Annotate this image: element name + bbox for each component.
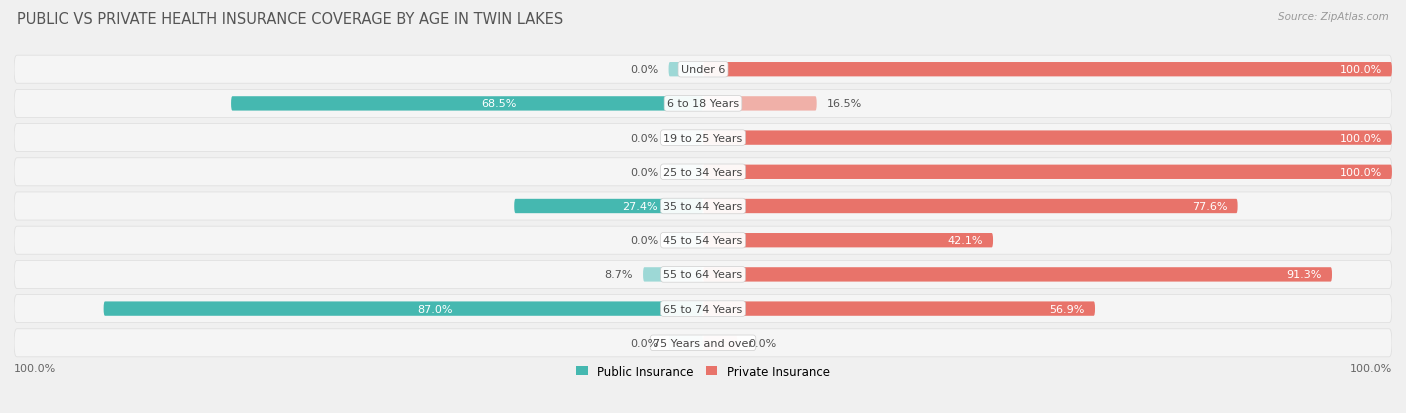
FancyBboxPatch shape xyxy=(14,124,1392,152)
FancyBboxPatch shape xyxy=(14,261,1392,289)
FancyBboxPatch shape xyxy=(703,336,738,350)
FancyBboxPatch shape xyxy=(669,165,703,180)
Text: Under 6: Under 6 xyxy=(681,65,725,75)
FancyBboxPatch shape xyxy=(703,268,1331,282)
Text: Source: ZipAtlas.com: Source: ZipAtlas.com xyxy=(1278,12,1389,22)
FancyBboxPatch shape xyxy=(703,131,1392,145)
Text: 8.7%: 8.7% xyxy=(605,270,633,280)
Text: 27.4%: 27.4% xyxy=(623,202,658,211)
FancyBboxPatch shape xyxy=(14,295,1392,323)
Text: 65 to 74 Years: 65 to 74 Years xyxy=(664,304,742,314)
FancyBboxPatch shape xyxy=(669,233,703,248)
FancyBboxPatch shape xyxy=(703,301,1095,316)
Text: 55 to 64 Years: 55 to 64 Years xyxy=(664,270,742,280)
FancyBboxPatch shape xyxy=(14,227,1392,254)
FancyBboxPatch shape xyxy=(643,268,703,282)
FancyBboxPatch shape xyxy=(14,192,1392,221)
Text: 100.0%: 100.0% xyxy=(1340,167,1382,177)
FancyBboxPatch shape xyxy=(14,159,1392,186)
Text: 0.0%: 0.0% xyxy=(630,167,658,177)
Text: 0.0%: 0.0% xyxy=(630,338,658,348)
FancyBboxPatch shape xyxy=(669,131,703,145)
FancyBboxPatch shape xyxy=(14,329,1392,357)
Text: 87.0%: 87.0% xyxy=(418,304,453,314)
Text: 100.0%: 100.0% xyxy=(1350,363,1392,373)
Text: 68.5%: 68.5% xyxy=(481,99,516,109)
Text: 100.0%: 100.0% xyxy=(1340,65,1382,75)
Text: 35 to 44 Years: 35 to 44 Years xyxy=(664,202,742,211)
Text: 56.9%: 56.9% xyxy=(1049,304,1084,314)
Text: 0.0%: 0.0% xyxy=(630,133,658,143)
FancyBboxPatch shape xyxy=(669,336,703,350)
Text: 19 to 25 Years: 19 to 25 Years xyxy=(664,133,742,143)
Text: PUBLIC VS PRIVATE HEALTH INSURANCE COVERAGE BY AGE IN TWIN LAKES: PUBLIC VS PRIVATE HEALTH INSURANCE COVER… xyxy=(17,12,564,27)
FancyBboxPatch shape xyxy=(703,63,1392,77)
Text: 45 to 54 Years: 45 to 54 Years xyxy=(664,236,742,246)
FancyBboxPatch shape xyxy=(703,97,817,112)
Text: 25 to 34 Years: 25 to 34 Years xyxy=(664,167,742,177)
Text: 0.0%: 0.0% xyxy=(748,338,776,348)
Text: 0.0%: 0.0% xyxy=(630,236,658,246)
FancyBboxPatch shape xyxy=(231,97,703,112)
FancyBboxPatch shape xyxy=(703,199,1237,214)
Text: 0.0%: 0.0% xyxy=(630,65,658,75)
Text: 100.0%: 100.0% xyxy=(14,363,56,373)
FancyBboxPatch shape xyxy=(669,63,703,77)
Text: 42.1%: 42.1% xyxy=(948,236,983,246)
Text: 16.5%: 16.5% xyxy=(827,99,862,109)
FancyBboxPatch shape xyxy=(14,90,1392,118)
FancyBboxPatch shape xyxy=(703,165,1392,180)
FancyBboxPatch shape xyxy=(14,56,1392,84)
Text: 91.3%: 91.3% xyxy=(1286,270,1322,280)
FancyBboxPatch shape xyxy=(703,233,993,248)
Text: 6 to 18 Years: 6 to 18 Years xyxy=(666,99,740,109)
Legend: Public Insurance, Private Insurance: Public Insurance, Private Insurance xyxy=(571,360,835,383)
FancyBboxPatch shape xyxy=(515,199,703,214)
Text: 77.6%: 77.6% xyxy=(1192,202,1227,211)
Text: 75 Years and over: 75 Years and over xyxy=(652,338,754,348)
FancyBboxPatch shape xyxy=(104,301,703,316)
Text: 100.0%: 100.0% xyxy=(1340,133,1382,143)
